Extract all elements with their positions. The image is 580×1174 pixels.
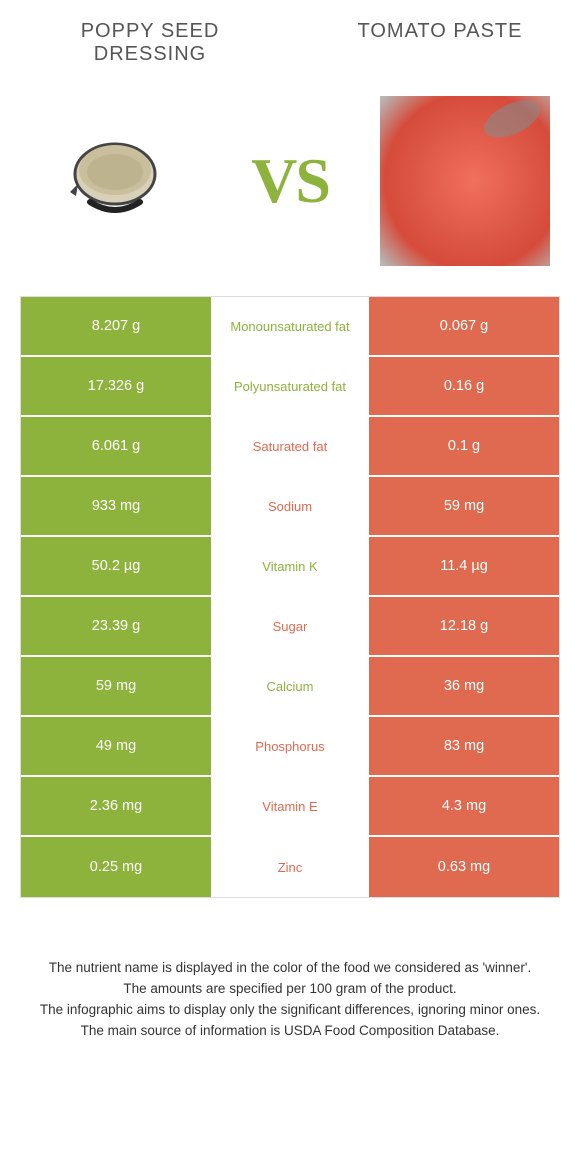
value-right: 0.067 g (369, 297, 559, 357)
value-left: 8.207 g (21, 297, 213, 357)
nutrient-label: Monounsaturated fat (213, 297, 369, 357)
header: POPPY SEED DRESSING TOMATO PASTE (0, 0, 580, 76)
nutrient-label: Saturated fat (213, 417, 369, 477)
table-row: 50.2 µgVitamin K11.4 µg (21, 537, 559, 597)
footer-line: The main source of information is USDA F… (30, 1021, 550, 1042)
nutrient-label: Sugar (213, 597, 369, 657)
nutrient-table: 8.207 gMonounsaturated fat0.067 g17.326 … (20, 296, 560, 898)
value-right: 0.1 g (369, 417, 559, 477)
title-left: POPPY SEED DRESSING (50, 20, 250, 66)
value-right: 0.16 g (369, 357, 559, 417)
value-left: 17.326 g (21, 357, 213, 417)
table-row: 23.39 gSugar12.18 g (21, 597, 559, 657)
table-row: 8.207 gMonounsaturated fat0.067 g (21, 297, 559, 357)
footer-line: The infographic aims to display only the… (30, 1000, 550, 1021)
value-right: 36 mg (369, 657, 559, 717)
image-left (30, 96, 200, 266)
table-row: 0.25 mgZinc0.63 mg (21, 837, 559, 897)
nutrient-label: Sodium (213, 477, 369, 537)
table-row: 59 mgCalcium36 mg (21, 657, 559, 717)
nutrient-label: Calcium (213, 657, 369, 717)
nutrient-label: Phosphorus (213, 717, 369, 777)
value-left: 49 mg (21, 717, 213, 777)
footer: The nutrient name is displayed in the co… (0, 898, 580, 1062)
value-left: 6.061 g (21, 417, 213, 477)
table-row: 17.326 gPolyunsaturated fat0.16 g (21, 357, 559, 417)
footer-line: The nutrient name is displayed in the co… (30, 958, 550, 979)
title-right: TOMATO PASTE (350, 20, 530, 66)
value-left: 50.2 µg (21, 537, 213, 597)
value-right: 11.4 µg (369, 537, 559, 597)
nutrient-label: Zinc (213, 837, 369, 897)
images-row: VS (0, 76, 580, 296)
value-left: 0.25 mg (21, 837, 213, 897)
table-row: 2.36 mgVitamin E4.3 mg (21, 777, 559, 837)
table-row: 6.061 gSaturated fat0.1 g (21, 417, 559, 477)
value-right: 12.18 g (369, 597, 559, 657)
value-right: 4.3 mg (369, 777, 559, 837)
nutrient-label: Vitamin K (213, 537, 369, 597)
value-left: 23.39 g (21, 597, 213, 657)
image-right (380, 96, 550, 266)
value-left: 59 mg (21, 657, 213, 717)
value-left: 933 mg (21, 477, 213, 537)
bowl-icon (60, 126, 170, 236)
table-row: 933 mgSodium59 mg (21, 477, 559, 537)
nutrient-label: Vitamin E (213, 777, 369, 837)
vs-text: VS (200, 144, 380, 218)
table-row: 49 mgPhosphorus83 mg (21, 717, 559, 777)
value-right: 59 mg (369, 477, 559, 537)
value-right: 83 mg (369, 717, 559, 777)
tomato-paste-icon (380, 96, 550, 266)
value-right: 0.63 mg (369, 837, 559, 897)
value-left: 2.36 mg (21, 777, 213, 837)
footer-line: The amounts are specified per 100 gram o… (30, 979, 550, 1000)
nutrient-label: Polyunsaturated fat (213, 357, 369, 417)
